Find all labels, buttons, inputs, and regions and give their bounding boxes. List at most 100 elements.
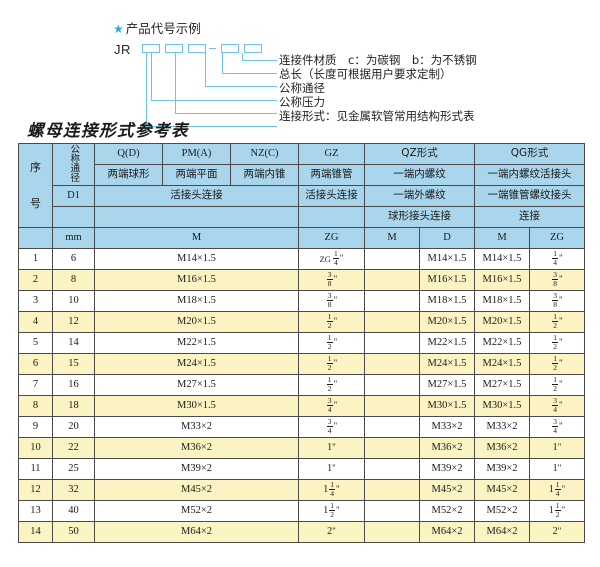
header-sub-qz: 一端内螺纹 — [364, 164, 475, 186]
leader-line-h-2 — [222, 73, 277, 74]
cell-gz-zg: 3 4 " — [298, 395, 365, 417]
code-box-5 — [244, 44, 262, 53]
legend-note-3: 公称压力 — [279, 95, 325, 109]
cell-qz-d: M52×2 — [419, 500, 475, 522]
cell-qd-m: M33×2 — [94, 416, 299, 438]
cell-dn: 40 — [52, 500, 95, 522]
product-code-legend: ★ 产品代号示例 JR 连接件材质 c：为碳钢 b：为不锈钢 总长（长度可根据用户… — [0, 0, 600, 132]
cell-dn: 8 — [52, 269, 95, 291]
header-row-1: 序 号 公称通径 Q(D) PM(A) NZ(C) GZ QZ形式 QG形式 — [18, 143, 585, 228]
cell-qz-m — [364, 479, 420, 501]
cell-gz-zg: 1 " — [298, 458, 365, 480]
cell-qg-zg: 1 1 4 " — [529, 479, 585, 501]
cell-qz-d: M64×2 — [419, 521, 475, 543]
cell-seq: 8 — [18, 395, 53, 417]
header-group-nz: NZ(C) — [230, 143, 299, 165]
cell-qg-m: M18×1.5 — [474, 290, 530, 312]
star-icon: ★ — [113, 22, 124, 36]
header-sub-nz: 两端内锥 — [230, 164, 299, 186]
header-unit-qz-d: D — [419, 227, 475, 249]
header-unit-qg-zg: ZG — [529, 227, 585, 249]
code-box-2 — [165, 44, 183, 53]
nut-connection-reference-table: 序 号 公称通径 Q(D) PM(A) NZ(C) GZ QZ形式 QG形式 两… — [18, 143, 585, 543]
cell-qz-d: M36×2 — [419, 437, 475, 459]
header-unit-mm: mm — [52, 227, 95, 249]
cell-qg-m: M20×1.5 — [474, 311, 530, 333]
cell-qg-m: M22×1.5 — [474, 332, 530, 354]
header-group-qg: QG形式 — [474, 143, 585, 165]
cell-qz-m — [364, 332, 420, 354]
cell-qd-m: M22×1.5 — [94, 332, 299, 354]
cell-qz-m — [364, 437, 420, 459]
cell-qg-zg: 3 8 " — [529, 269, 585, 291]
cell-seq: 4 — [18, 311, 53, 333]
leader-line-h-3 — [205, 86, 277, 87]
header-sub-qd: 两端球形 — [94, 164, 163, 186]
table-row: 9 20 M33×2 3 4 " M33×2 M33×2 3 4 " — [18, 416, 585, 438]
leader-line-h-5 — [175, 113, 277, 114]
cell-dn: 50 — [52, 521, 95, 543]
cell-qg-m: M24×1.5 — [474, 353, 530, 375]
table-body: 1 6 M14×1.5 ZG 1 4 " M14×1.5 M14×1.5 1 4 " 2 8 M16×1.5… — [18, 248, 585, 543]
header-dn-label: 公称通径 — [68, 144, 80, 182]
cell-seq: 13 — [18, 500, 53, 522]
header-seq-top: 序 — [30, 160, 41, 174]
legend-note-0: 连接件材质 c：为碳钢 b：为不锈钢 — [279, 53, 477, 67]
header-sub-gz: 两端锥管 — [298, 164, 365, 186]
cell-qd-m: M39×2 — [94, 458, 299, 480]
code-dash — [209, 48, 216, 49]
page-title: 螺母连接形式参考表 — [27, 121, 189, 140]
header-group-pm: PM(A) — [162, 143, 231, 165]
table-row: 8 18 M30×1.5 3 4 " M30×1.5 M30×1.5 3 4 " — [18, 395, 585, 417]
cell-gz-zg: 1 1 2 " — [298, 500, 365, 522]
cell-qz-m — [364, 416, 420, 438]
cell-seq: 1 — [18, 248, 53, 270]
code-boxes — [142, 44, 267, 53]
leader-line-v-5 — [175, 53, 176, 113]
code-box-4 — [221, 44, 239, 53]
cell-qg-m: M30×1.5 — [474, 395, 530, 417]
cell-qg-m: M33×2 — [474, 416, 530, 438]
code-box-3 — [188, 44, 206, 53]
table-row: 3 10 M18×1.5 3 8 " M18×1.5 M18×1.5 3 8 " — [18, 290, 585, 312]
cell-qd-m: M18×1.5 — [94, 290, 299, 312]
cell-seq: 9 — [18, 416, 53, 438]
cell-qz-m — [364, 374, 420, 396]
cell-seq: 5 — [18, 332, 53, 354]
cell-qg-m: M64×2 — [474, 521, 530, 543]
cell-qg-m: M14×1.5 — [474, 248, 530, 270]
legend-heading-text: 产品代号示例 — [125, 21, 201, 36]
table-header: 序 号 公称通径 Q(D) PM(A) NZ(C) GZ QZ形式 QG形式 两… — [18, 143, 585, 249]
legend-note-4: 连接形式：见金属软管常用结构形式表 — [279, 109, 475, 123]
cell-qg-zg: 1 1 2 " — [529, 500, 585, 522]
header-sub-qg: 一端内螺纹活接头 — [474, 164, 585, 186]
cell-qz-d: M39×2 — [419, 458, 475, 480]
table-row: 6 15 M24×1.5 1 2 " M24×1.5 M24×1.5 1 2 " — [18, 353, 585, 375]
header-row-2: 两端球形 两端平面 两端内锥 两端锥管 一端内螺纹 一端内螺纹活接头 — [19, 164, 585, 186]
cell-qz-d: M16×1.5 — [419, 269, 475, 291]
header-unit-gz-zg: ZG — [298, 227, 365, 249]
cell-qg-m: M52×2 — [474, 500, 530, 522]
cell-dn: 22 — [52, 437, 95, 459]
leader-line-v-4 — [151, 53, 152, 100]
cell-qz-m — [364, 248, 420, 270]
cell-qg-zg: 3 4 " — [529, 395, 585, 417]
cell-qz-d: M22×1.5 — [419, 332, 475, 354]
header-dn-d1: D1 — [52, 185, 95, 207]
leader-line-h-box1 — [146, 126, 277, 127]
header-unit-qdnz-m: M — [94, 227, 299, 249]
legend-note-1: 总长（长度可根据用户要求定制） — [279, 67, 452, 81]
cell-dn: 12 — [52, 311, 95, 333]
cell-qz-m — [364, 500, 420, 522]
header-row-units: mm M ZG M D M ZG — [18, 227, 585, 249]
cell-qz-m — [364, 311, 420, 333]
cell-qg-zg: 1 " — [529, 458, 585, 480]
cell-qg-m: M45×2 — [474, 479, 530, 501]
cell-dn: 32 — [52, 479, 95, 501]
cell-dn: 6 — [52, 248, 95, 270]
leader-line-h-4 — [151, 100, 277, 101]
cell-qz-m — [364, 269, 420, 291]
cell-qz-d: M14×1.5 — [419, 248, 475, 270]
cell-seq: 12 — [18, 479, 53, 501]
cell-seq: 6 — [18, 353, 53, 375]
